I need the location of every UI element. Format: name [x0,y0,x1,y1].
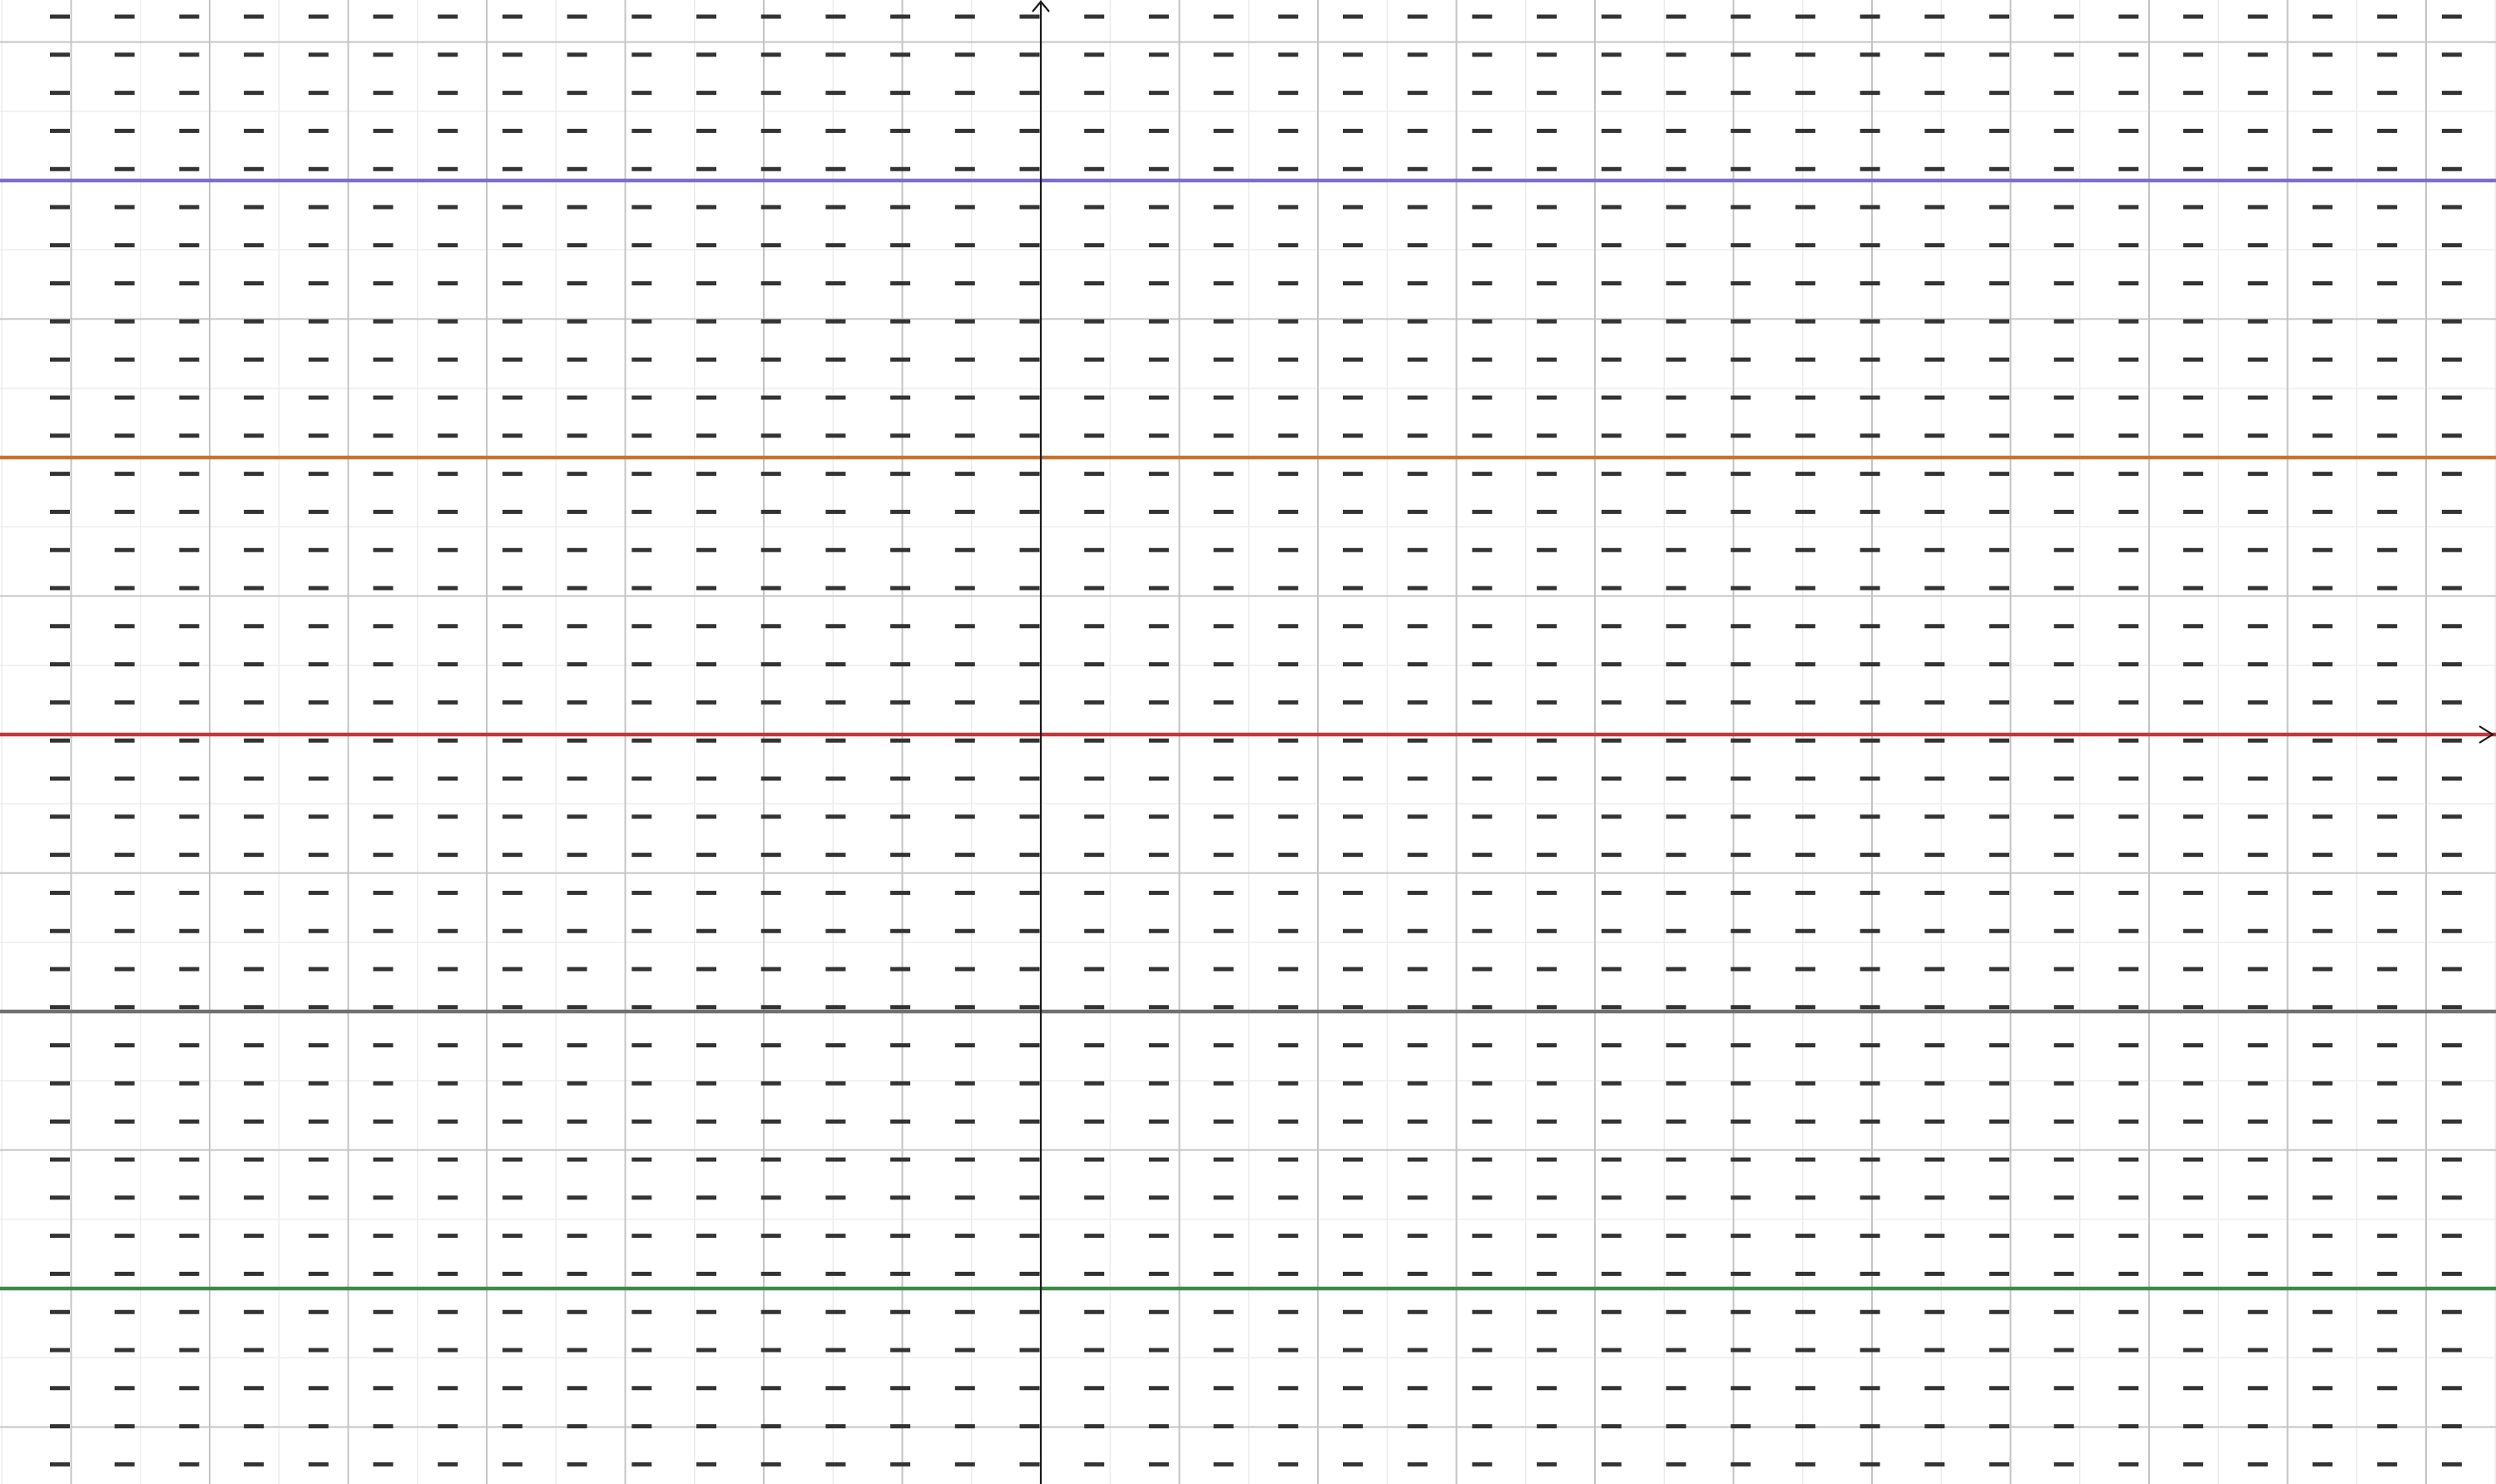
axes [1032,0,1050,1484]
slope-field [50,14,2462,1467]
x-axis-arrow-icon [2479,725,2495,744]
y-axis-arrow-icon [1032,0,1050,12]
solution-curves[interactable] [0,178,2496,1291]
